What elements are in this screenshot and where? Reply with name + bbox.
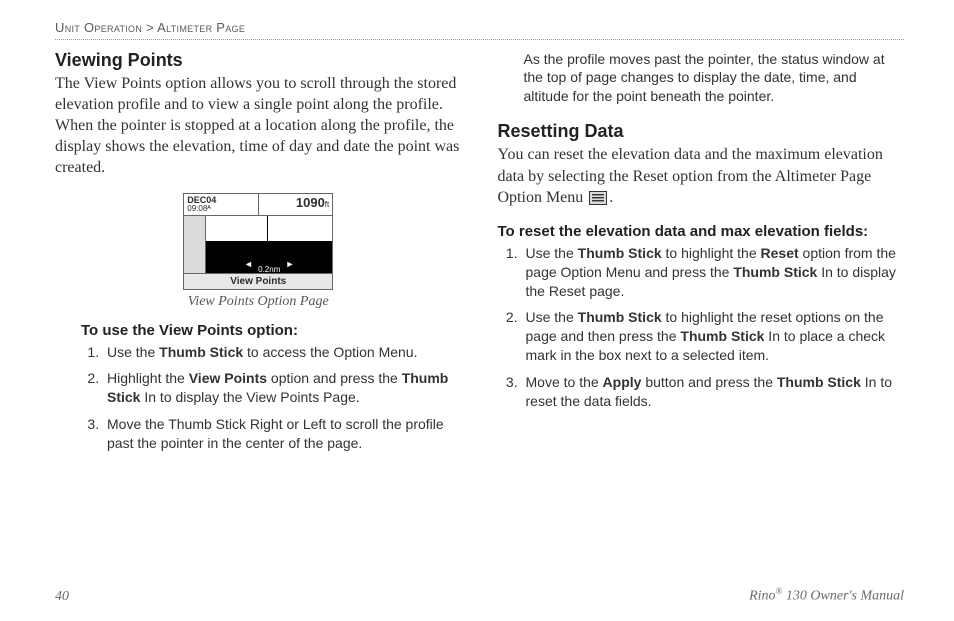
step-reset-3: Move to the Apply button and press the T… xyxy=(522,373,905,411)
t: In to display the View Points Page. xyxy=(140,389,359,405)
t: Thumb Stick xyxy=(578,245,662,261)
t: Move to the xyxy=(526,374,603,390)
heading-viewing-points: Viewing Points xyxy=(55,50,462,71)
device-time: 09:08ᴬ xyxy=(187,205,255,213)
paragraph-viewing-points: The View Points option allows you to scr… xyxy=(55,73,462,179)
subheading-reset-fields: To reset the elevation data and max elev… xyxy=(498,223,905,240)
device-value: 1090 xyxy=(296,195,325,210)
step-use-1: Use the Thumb Stick to access the Option… xyxy=(103,343,462,362)
breadcrumb: Unit Operation > Altimeter Page xyxy=(55,20,904,35)
device-header: DEC04 09:08ᴬ 1090ft xyxy=(184,194,332,216)
t: View Points xyxy=(189,370,267,386)
manual-title: Rino® 130 Owner's Manual xyxy=(749,586,904,605)
breadcrumb-section: Unit Operation xyxy=(55,20,142,35)
step-use-3: Move the Thumb Stick Right or Left to sc… xyxy=(103,415,462,453)
page-footer: 40 Rino® 130 Owner's Manual xyxy=(55,586,904,605)
step-reset-1: Use the Thumb Stick to highlight the Res… xyxy=(522,244,905,301)
device-scale: 0.2nm xyxy=(206,265,332,274)
paragraph-resetting-data: You can reset the elevation data and the… xyxy=(498,144,905,210)
t: Thumb Stick xyxy=(777,374,861,390)
subheading-use-view-points: To use the View Points option: xyxy=(81,322,462,339)
steps-use-view-points: Use the Thumb Stick to access the Option… xyxy=(103,343,462,453)
t: Thumb Stick xyxy=(159,344,243,360)
steps-reset-fields: Use the Thumb Stick to highlight the Res… xyxy=(522,244,905,411)
option-menu-icon xyxy=(589,190,607,211)
device-date-cell: DEC04 09:08ᴬ xyxy=(184,194,259,215)
figure-caption: View Points Option Page xyxy=(188,294,329,310)
t: Apply xyxy=(603,374,642,390)
t: Use the xyxy=(526,309,578,325)
t: Move the Thumb Stick Right or Left to sc… xyxy=(107,416,444,451)
t: option and press the xyxy=(267,370,402,386)
device-yaxis xyxy=(184,216,206,273)
right-column: As the profile moves past the pointer, t… xyxy=(498,50,905,461)
t: Highlight the xyxy=(107,370,189,386)
t: button and press the xyxy=(641,374,776,390)
t: You can reset the elevation data and the… xyxy=(498,146,883,205)
device-value-cell: 1090ft xyxy=(259,194,333,215)
page-number: 40 xyxy=(55,589,69,605)
t: to access the Option Menu. xyxy=(243,344,417,360)
step-use-2: Highlight the View Points option and pre… xyxy=(103,369,462,407)
device-unit: ft xyxy=(325,200,329,209)
t: Thumb Stick xyxy=(680,328,764,344)
figure-view-points: DEC04 09:08ᴬ 1090ft ◄► 0.2nm xyxy=(55,193,462,310)
breadcrumb-sep: > xyxy=(142,20,157,35)
left-column: Viewing Points The View Points option al… xyxy=(55,50,462,461)
t: Use the xyxy=(526,245,578,261)
breadcrumb-page: Altimeter Page xyxy=(157,20,245,35)
t: Use the xyxy=(107,344,159,360)
device-label: View Points xyxy=(184,274,332,289)
t: Thumb Stick xyxy=(578,309,662,325)
paragraph-continuation: As the profile moves past the pointer, t… xyxy=(524,50,905,105)
t: to highlight the xyxy=(662,245,761,261)
device-plot: ◄► 0.2nm xyxy=(206,216,332,273)
step-reset-2: Use the Thumb Stick to highlight the res… xyxy=(522,308,905,365)
header-rule xyxy=(55,39,904,40)
device-screenshot: DEC04 09:08ᴬ 1090ft ◄► 0.2nm xyxy=(183,193,333,290)
content-columns: Viewing Points The View Points option al… xyxy=(55,50,904,461)
t: . xyxy=(609,189,613,206)
t: Rino xyxy=(749,589,775,604)
t: Thumb Stick xyxy=(733,264,817,280)
heading-resetting-data: Resetting Data xyxy=(498,121,905,142)
t: Reset xyxy=(761,245,799,261)
t: 130 Owner's Manual xyxy=(782,589,904,604)
device-chart: ◄► 0.2nm xyxy=(184,216,332,274)
